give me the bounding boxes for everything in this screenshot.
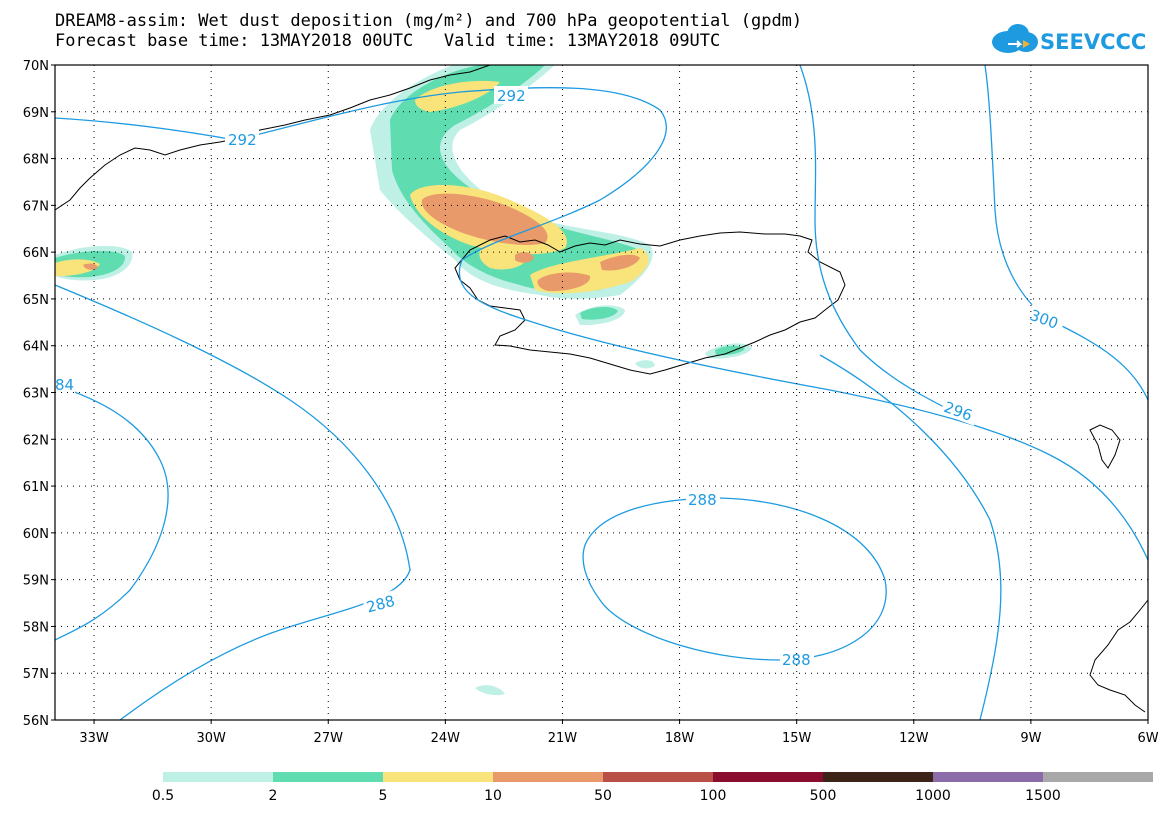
dust-shade-5: [415, 80, 500, 112]
dust-shade-10: [515, 252, 534, 263]
dust-shade-2: [580, 307, 618, 320]
contour-284: [55, 384, 169, 641]
legend-swatch: [823, 772, 933, 782]
contour-label: 84: [55, 376, 74, 394]
lon-label: 21W: [548, 731, 578, 746]
lat-label: 63N: [23, 387, 49, 402]
lon-label: 9W: [1020, 731, 1041, 746]
dust-shade-10: [421, 193, 548, 245]
gridlines: [55, 65, 1148, 720]
lat-label: 59N: [23, 574, 49, 589]
contour-label: 296: [942, 398, 975, 425]
cloud-icon: [992, 24, 1038, 53]
lat-label: 65N: [23, 293, 49, 308]
legend-label: 10: [484, 788, 502, 804]
faroe-coast: [1089, 424, 1121, 469]
contour-labels: 292 292 300 296 84 288 288 288: [55, 86, 1066, 669]
lon-label: 18W: [665, 731, 695, 746]
lat-label: 68N: [23, 153, 49, 168]
legend-label: 2: [269, 788, 278, 804]
dust-shade-2: [715, 345, 745, 356]
dust-shade-5: [479, 244, 530, 270]
chart-title: DREAM8-assim: Wet dust deposition (mg/m²…: [55, 11, 803, 31]
dust-shade-10: [600, 254, 640, 271]
legend-swatch: [493, 772, 603, 782]
legend-label: 5: [379, 788, 388, 804]
legend-label: 0.5: [152, 788, 174, 804]
dust-deposition-field: [55, 65, 752, 696]
contour-label: 288: [688, 491, 717, 509]
lat-label: 62N: [23, 433, 49, 448]
logo: SEEVCCC: [992, 24, 1146, 54]
latitude-labels: 70N 69N 68N 67N 66N 65N 64N 63N 62N 61N 60N 59N 58N 5…: [23, 59, 55, 729]
lat-label: 64N: [23, 340, 49, 355]
legend-swatch: [273, 772, 383, 782]
scotland-coast: [1089, 599, 1148, 713]
lat-label: 67N: [23, 199, 49, 214]
chart-subtitle: Forecast base time: 13MAY2018 00UTC Vali…: [55, 31, 721, 51]
contour-label: 292: [497, 87, 526, 105]
dust-shade-10: [537, 272, 591, 292]
legend-label: 50: [594, 788, 612, 804]
lon-label: 15W: [782, 731, 812, 746]
contour-label: 300: [1028, 306, 1061, 333]
dust-shade-10: [83, 263, 98, 270]
contour-288-west: [55, 284, 411, 720]
lon-label: 27W: [314, 731, 344, 746]
contour-300: [984, 65, 1148, 401]
contour-296: [799, 65, 951, 411]
lon-label: 33W: [79, 731, 109, 746]
lat-label: 61N: [23, 480, 49, 495]
legend-swatch: [603, 772, 713, 782]
lat-label: 69N: [23, 106, 49, 121]
dust-shade-5: [55, 259, 100, 276]
legend-swatch: [1043, 772, 1153, 782]
lat-label: 56N: [23, 714, 49, 729]
legend-swatch: [383, 772, 493, 782]
contour-288-center: [582, 497, 887, 661]
logo-text: SEEVCCC: [1040, 30, 1146, 54]
legend-label: 100: [700, 788, 727, 804]
legend-label: 1500: [1025, 788, 1061, 804]
lat-label: 58N: [23, 620, 49, 635]
iceland-coast: [454, 231, 846, 375]
legend-label: 1000: [915, 788, 951, 804]
dust-shade-0.5: [475, 685, 505, 696]
contour-label: 292: [228, 131, 257, 149]
contour-label: 288: [364, 592, 396, 617]
lat-label: 57N: [23, 667, 49, 682]
legend-swatch: [933, 772, 1043, 782]
longitude-labels: 33W 30W 27W 24W 21W 18W 15W 12W 9W 6W: [79, 720, 1159, 746]
geopotential-contours: [55, 65, 1148, 720]
legend-swatch: [163, 772, 273, 782]
coastline: [55, 65, 1148, 713]
lat-label: 70N: [23, 59, 49, 74]
lon-label: 30W: [196, 731, 226, 746]
lat-label: 60N: [23, 527, 49, 542]
legend-label: 500: [810, 788, 837, 804]
lon-label: 6W: [1137, 731, 1158, 746]
contour-292: [55, 87, 1148, 561]
lon-label: 24W: [431, 731, 461, 746]
lat-label: 66N: [23, 246, 49, 261]
color-legend: 0.5 2 5 10 50 100 500 1000 1500: [152, 772, 1153, 804]
dust-shade-0.5: [635, 360, 655, 369]
legend-swatch: [713, 772, 823, 782]
lon-label: 12W: [899, 731, 929, 746]
contour-288-east: [819, 354, 1002, 720]
